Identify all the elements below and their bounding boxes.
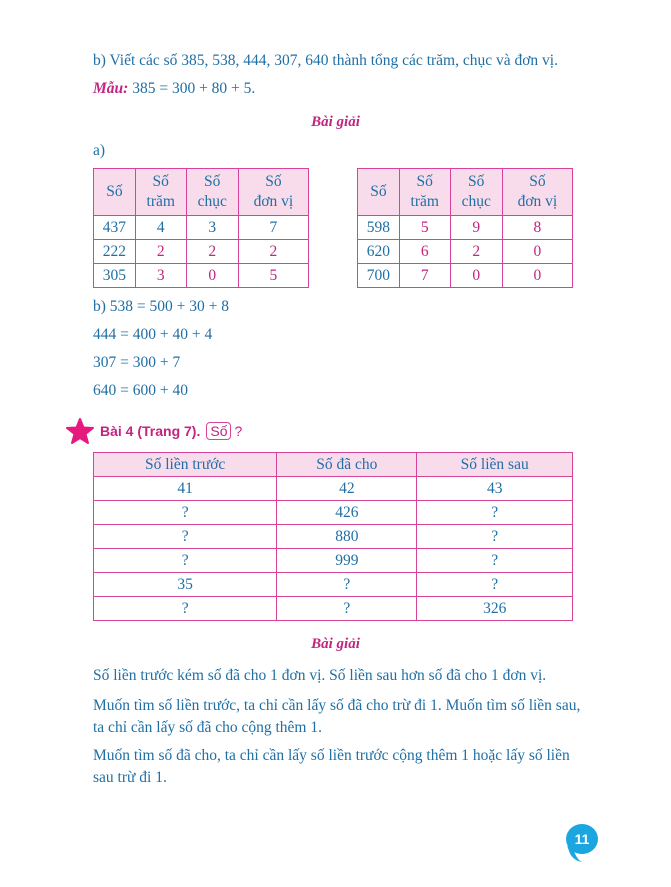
table-cell: ? [416, 572, 573, 597]
table-row: ? 426? [92, 500, 573, 525]
table-cell: 305 [93, 263, 136, 288]
table-cell: 42 [276, 476, 418, 501]
column-header: Số đơn vị [501, 168, 574, 216]
column-header: Số [357, 168, 400, 216]
paragraph: Muốn tìm số đã cho, ta chỉ cần lấy số li… [93, 747, 570, 786]
table-cell: 426 [276, 500, 418, 525]
table-cell: ? [276, 596, 418, 621]
table-cell: 880 [276, 524, 418, 549]
example-text: 385 = 300 + 80 + 5. [128, 80, 256, 97]
page-number: 11 [566, 824, 598, 854]
table-cell: 4 [134, 215, 187, 240]
column-header: Số chục [185, 168, 239, 216]
table-row: 35?? [92, 572, 573, 597]
example: Mẫu: 385 = 300 + 80 + 5. [93, 80, 255, 98]
part-b-line: b) 538 = 500 + 30 + 8 [93, 298, 230, 315]
table-cell: 5 [237, 263, 310, 288]
solution-title-2: Bài giải [311, 636, 360, 652]
table-cell: ? [92, 524, 278, 549]
column-header: Số đã cho [276, 452, 418, 477]
table-row: 598 5 9 8 [357, 215, 574, 240]
table-cell: 0 [501, 239, 574, 264]
star-icon [66, 418, 94, 444]
example-label: Mẫu: [93, 80, 129, 97]
table-right: Số Số trăm Số chục Số đơn vị 598 5 9 8 620 6 2 0 700 7 0… [357, 168, 574, 288]
column-header: Số [93, 168, 136, 216]
table-row: 620 6 2 0 [357, 239, 574, 264]
table-cell: 999 [276, 548, 418, 573]
table-row: ? 999? [92, 548, 573, 573]
table-cell: 700 [357, 263, 400, 288]
table-cell: ? [416, 500, 573, 525]
table-cell: 2 [185, 239, 239, 264]
table-cell: 7 [398, 263, 451, 288]
column-header: Số liền trước [92, 452, 278, 477]
paragraph: Muốn tìm số liền trước, ta chỉ cần lấy s… [93, 697, 581, 736]
task-b-text: b) Viết các số 385, 538, 444, 307, 640 t… [93, 52, 558, 69]
table-cell: ? [416, 548, 573, 573]
exercise-4-heading: Bài 4 (Trang 7). Số ? [66, 418, 242, 444]
table-cell: 598 [357, 215, 400, 240]
column-header: Số đơn vị [237, 168, 310, 216]
table-cell: 620 [357, 239, 400, 264]
question-mark: ? [234, 423, 243, 439]
column-header: Số chục [449, 168, 503, 216]
table-cell: 5 [398, 215, 451, 240]
table-cell: 9 [449, 215, 503, 240]
table-cell: ? [92, 548, 278, 573]
table-cell: 6 [398, 239, 451, 264]
part-b-line: 307 = 300 + 7 [93, 354, 181, 371]
table-cell: 7 [237, 215, 310, 240]
table-row: 700 7 0 0 [357, 263, 574, 288]
table-cell: ? [92, 500, 278, 525]
part-b-line: 444 = 400 + 40 + 4 [93, 326, 213, 343]
so-box: Số [206, 422, 232, 440]
table-row: ? 880? [92, 524, 573, 549]
exercise-4-title: Bài 4 (Trang 7). [100, 423, 201, 439]
table-cell: 222 [93, 239, 136, 264]
table-cell: 0 [449, 263, 503, 288]
solution-title: Bài giải [311, 114, 360, 130]
table-cell: 2 [449, 239, 503, 264]
table-cell: 8 [501, 215, 574, 240]
column-header: Số liền sau [416, 452, 573, 477]
table-cell: 437 [93, 215, 136, 240]
column-header: Số trăm [398, 168, 451, 216]
table-row: 222 2 2 2 [93, 239, 310, 264]
part-b-line: 640 = 600 + 40 [93, 382, 188, 399]
table-cell: ? [276, 572, 418, 597]
table-cell: 35 [92, 572, 278, 597]
table-row: 437 4 3 7 [93, 215, 310, 240]
table-cell: ? [416, 524, 573, 549]
paragraph: Số liền trước kém số đã cho 1 đơn vị. Số… [93, 667, 547, 684]
exercise-4-table: Số liền trước Số đã cho Số liền sau 41 42 43… [92, 452, 573, 621]
table-row: ?? 326 [92, 596, 573, 621]
part-a-label: a) [93, 142, 106, 159]
table-cell: 3 [134, 263, 187, 288]
table-left: Số Số trăm Số chục Số đơn vị 437 4 3 7 222 2 2 2 305 3 0… [93, 168, 310, 288]
table-cell: 2 [237, 239, 310, 264]
table-cell: 326 [416, 596, 573, 621]
table-cell: 41 [92, 476, 278, 501]
column-header: Số trăm [134, 168, 187, 216]
table-row: 305 3 0 5 [93, 263, 310, 288]
table-cell: 3 [185, 215, 239, 240]
table-cell: 0 [185, 263, 239, 288]
table-cell: ? [92, 596, 278, 621]
table-row: 41 42 43 [92, 476, 573, 501]
table-cell: 43 [416, 476, 573, 501]
table-cell: 2 [134, 239, 187, 264]
table-cell: 0 [501, 263, 574, 288]
